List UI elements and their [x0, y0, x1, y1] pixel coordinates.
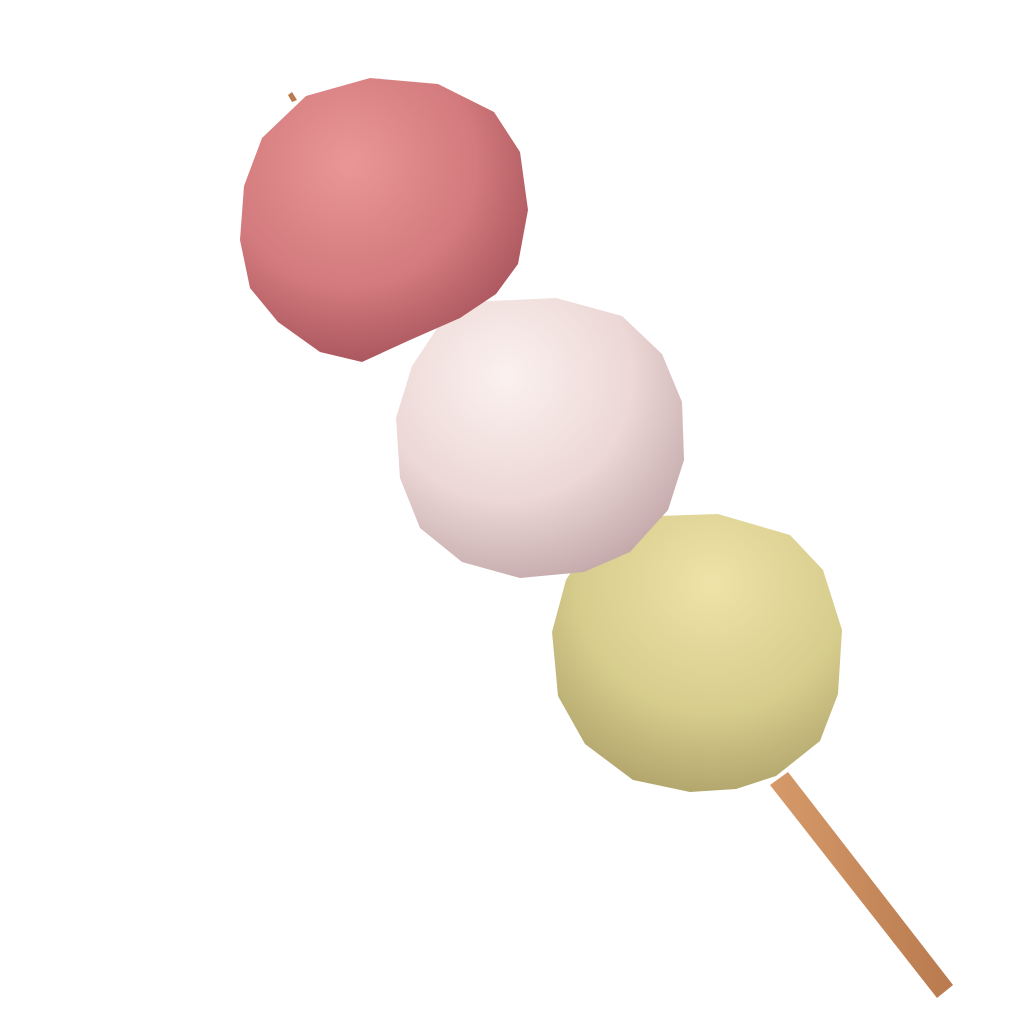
pink-dango-ball [240, 78, 528, 362]
skewer-tip [288, 92, 297, 102]
white-dango-ball [396, 298, 684, 578]
skewer-stick [288, 92, 953, 998]
green-dango-ball [552, 514, 842, 792]
